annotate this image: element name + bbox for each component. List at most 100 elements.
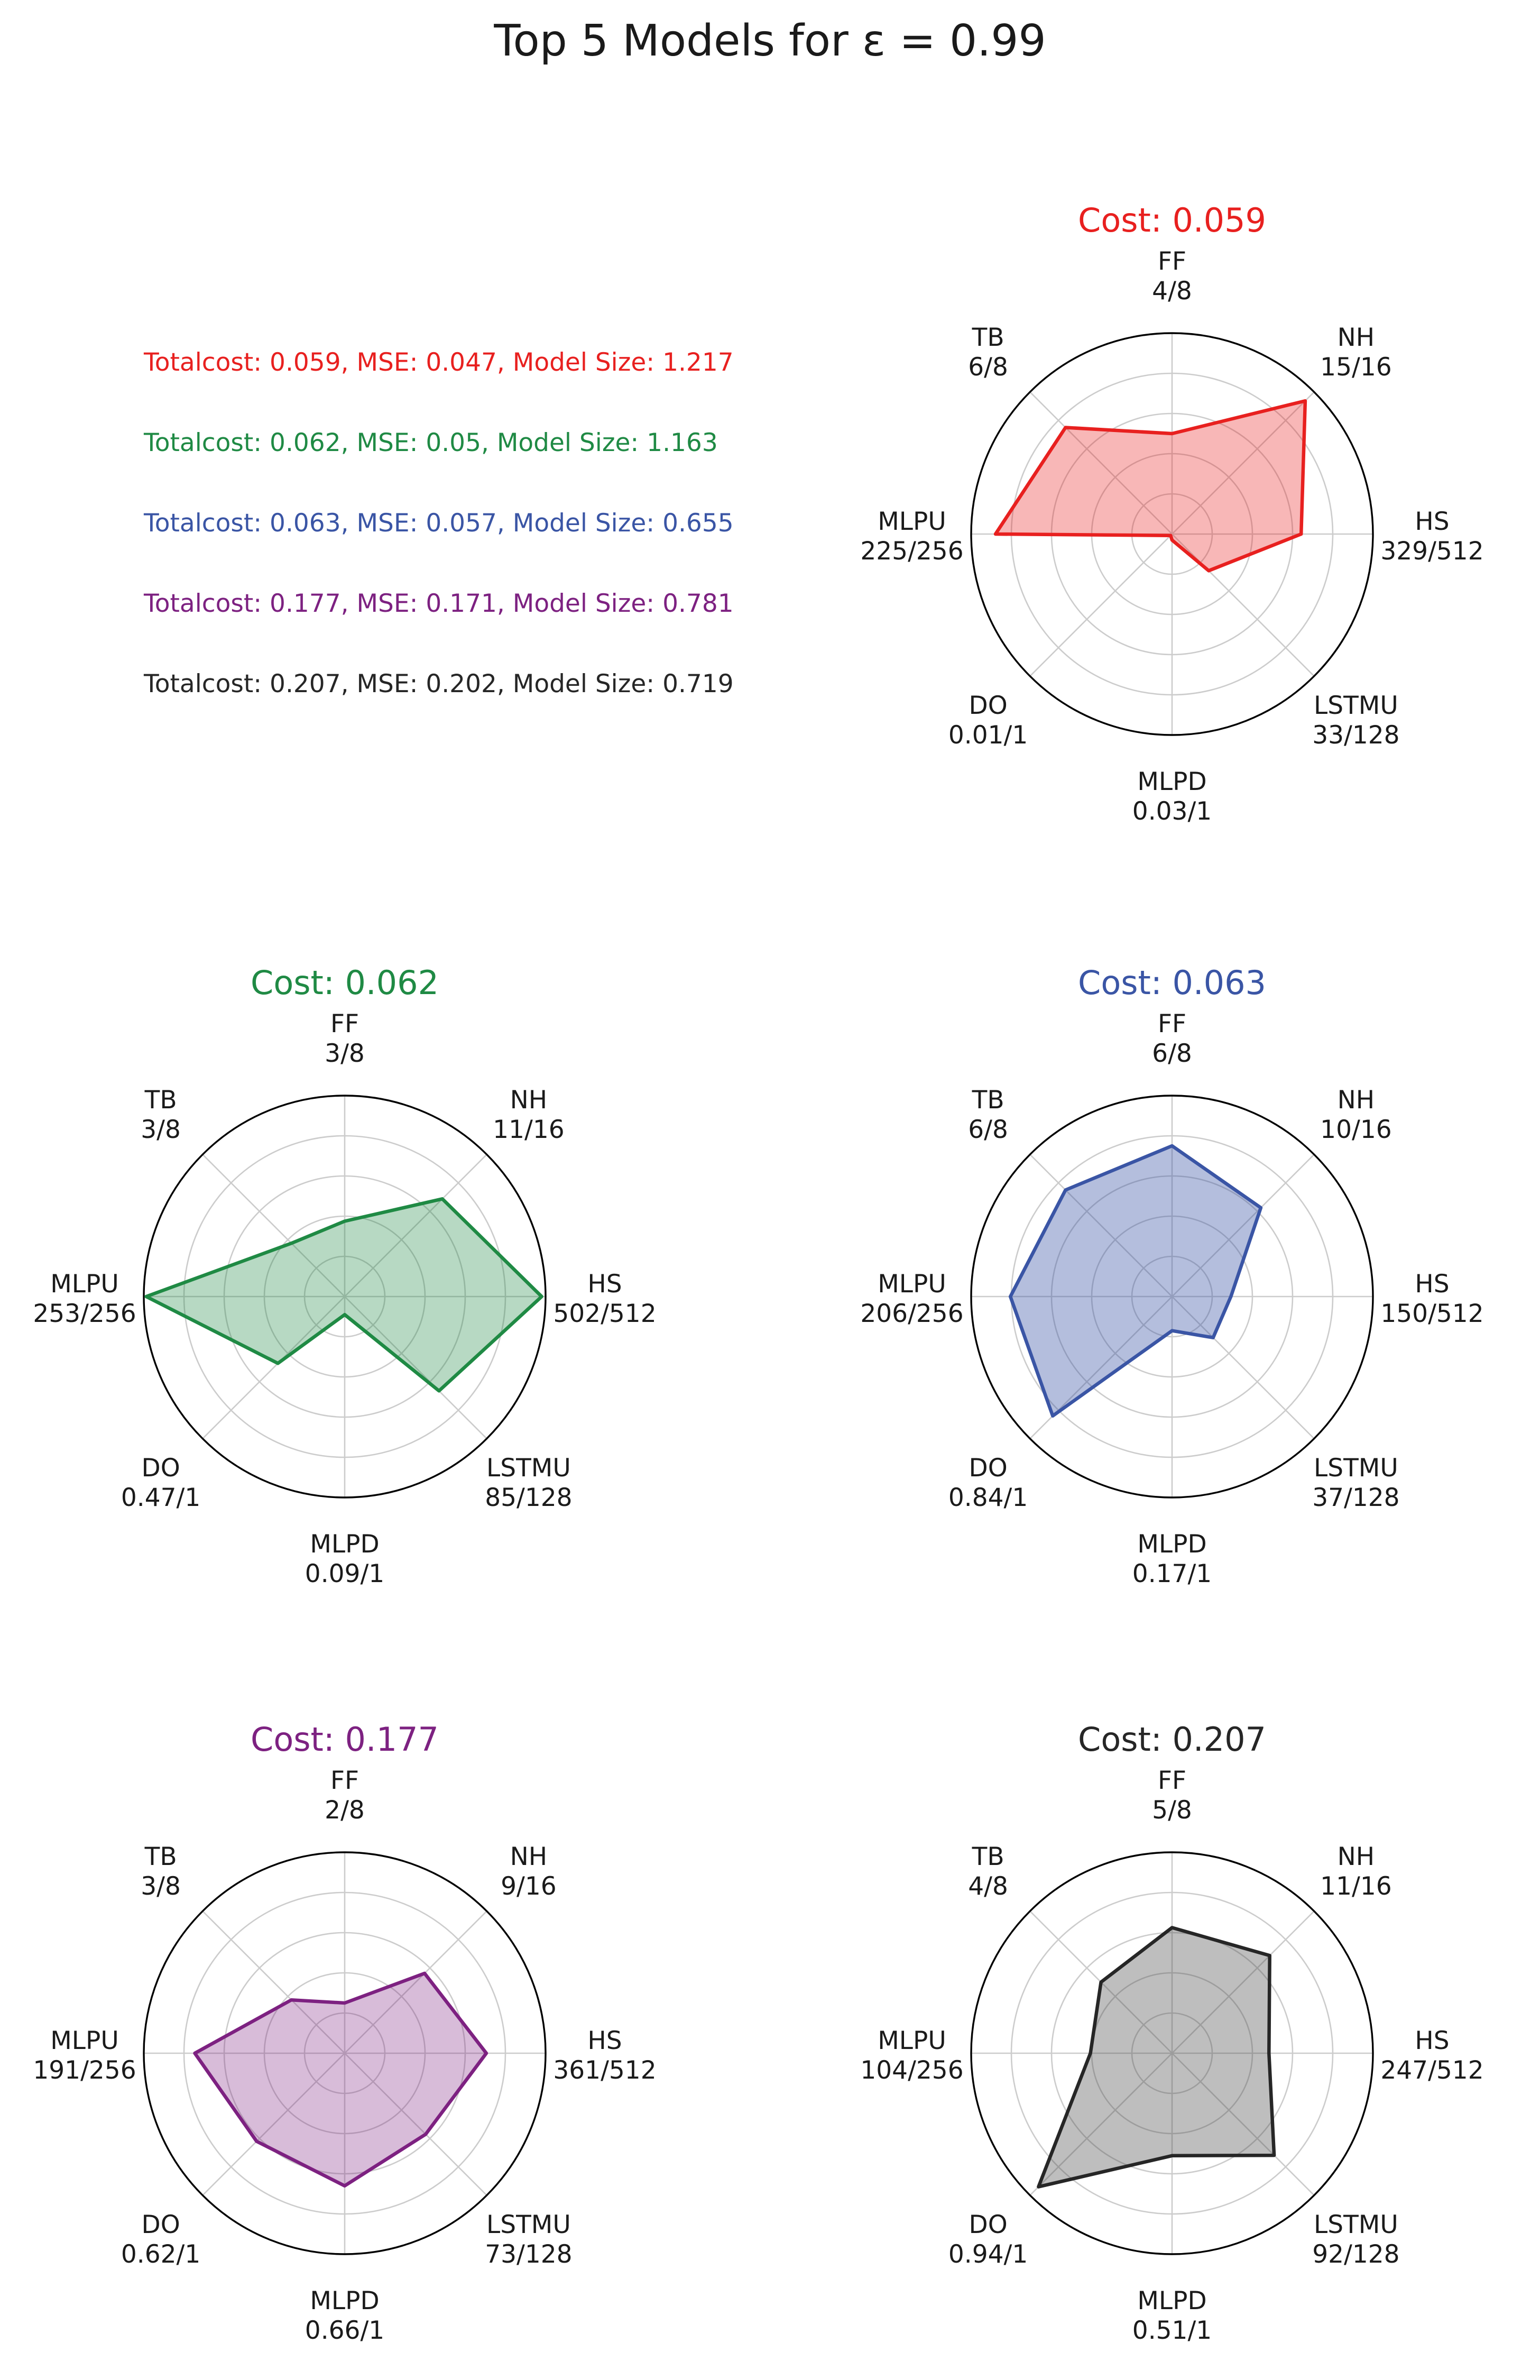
figure-title: Top 5 Models for ε = 0.99 bbox=[494, 16, 1046, 66]
axis-label: LSTMU bbox=[486, 1454, 571, 1483]
axis-label: FF bbox=[1158, 1766, 1186, 1795]
axis-value-label: 0.66/1 bbox=[305, 2316, 384, 2345]
axis-value-label: 0.09/1 bbox=[305, 1559, 384, 1588]
axis-value-label: 0.62/1 bbox=[121, 2240, 200, 2269]
chart-title: Cost: 0.177 bbox=[251, 1720, 439, 1759]
grid-spoke bbox=[1029, 534, 1173, 677]
axis-value-label: 2/8 bbox=[325, 1796, 365, 1825]
axis-value-label: 0.01/1 bbox=[948, 721, 1028, 750]
grid-spoke bbox=[1029, 1154, 1173, 1297]
axis-label: MLPU bbox=[50, 2026, 118, 2055]
radar-polygon bbox=[1008, 1144, 1263, 1418]
axis-value-label: 247/512 bbox=[1380, 2056, 1483, 2085]
legend-item: Totalcost: 0.062, MSE: 0.05, Model Size:… bbox=[144, 428, 718, 457]
axis-label: TB bbox=[972, 1842, 1004, 1871]
axis-value-label: 329/512 bbox=[1380, 537, 1483, 566]
axis-value-label: 3/8 bbox=[141, 1872, 181, 1901]
radar-chart-cost-0062: Cost: 0.062 FF 3/8 NH 11/16 HS 502/512 LSTMU 85/… bbox=[0, 937, 704, 1603]
axis-value-label: 191/256 bbox=[33, 2056, 136, 2085]
outer-ring bbox=[970, 332, 1374, 736]
chart-title: Cost: 0.062 bbox=[251, 963, 439, 1002]
grid-spoke bbox=[202, 1296, 345, 1439]
radar-polygon bbox=[193, 1971, 488, 2188]
axis-value-label: 6/8 bbox=[968, 353, 1008, 382]
axis-label: MLPU bbox=[878, 2026, 946, 2055]
axis-value-label: 73/128 bbox=[485, 2240, 572, 2269]
axis-value-label: 11/16 bbox=[493, 1115, 564, 1144]
legend-item: Totalcost: 0.059, MSE: 0.047, Model Size… bbox=[144, 348, 734, 377]
axis-value-label: 104/256 bbox=[860, 2056, 963, 2085]
axis-label: FF bbox=[330, 1766, 359, 1795]
axis-label: NH bbox=[1338, 323, 1375, 352]
axis-label: HS bbox=[587, 1270, 622, 1299]
radar-plot: Cost: 0.062FF3/8NH11/16HS502/512LSTMU85/… bbox=[33, 963, 656, 1588]
axis-label: MLPD bbox=[1137, 2286, 1206, 2315]
grid-spoke bbox=[1172, 1910, 1315, 2054]
axis-label: HS bbox=[587, 2026, 622, 2055]
outer-ring bbox=[970, 1095, 1374, 1499]
axis-value-label: 0.03/1 bbox=[1132, 797, 1212, 826]
axis-label: MLPU bbox=[878, 507, 946, 536]
axis-value-label: 361/512 bbox=[553, 2056, 656, 2085]
grid-spoke bbox=[1029, 2053, 1173, 2196]
axis-value-label: 3/8 bbox=[141, 1115, 181, 1144]
legend: Totalcost: 0.059, MSE: 0.047, Model Size… bbox=[144, 323, 734, 724]
radar-polygon bbox=[1037, 1926, 1276, 2189]
axis-label: MLPD bbox=[1137, 767, 1206, 796]
axis-value-label: 9/16 bbox=[501, 1872, 557, 1901]
axis-label: HS bbox=[1415, 1270, 1449, 1299]
axis-value-label: 502/512 bbox=[553, 1299, 656, 1328]
axis-label: NH bbox=[1338, 1842, 1375, 1871]
axis-label: FF bbox=[1158, 1009, 1186, 1039]
axis-value-label: 253/256 bbox=[33, 1299, 136, 1328]
axis-label: DO bbox=[142, 2210, 180, 2239]
axis-value-label: 5/8 bbox=[1152, 1796, 1192, 1825]
axis-value-label: 206/256 bbox=[860, 1299, 963, 1328]
grid-spoke bbox=[1172, 2053, 1315, 2196]
grid-spoke bbox=[202, 2053, 345, 2196]
radar-chart-cost-0177: Cost: 0.177 FF 2/8 NH 9/16 HS 361/512 LSTMU 73/1… bbox=[0, 1694, 704, 2360]
axis-label: FF bbox=[1158, 247, 1186, 276]
legend-item: Totalcost: 0.207, MSE: 0.202, Model Size… bbox=[144, 669, 734, 699]
axis-label: DO bbox=[969, 2210, 1008, 2239]
grid-spoke bbox=[1172, 391, 1315, 535]
axis-label: LSTMU bbox=[1314, 2210, 1398, 2239]
axis-value-label: 10/16 bbox=[1320, 1115, 1391, 1144]
axis-value-label: 3/8 bbox=[325, 1039, 365, 1068]
axis-value-label: 6/8 bbox=[968, 1115, 1008, 1144]
axis-value-label: 0.84/1 bbox=[948, 1483, 1028, 1512]
chart-title: Cost: 0.207 bbox=[1078, 1720, 1266, 1759]
axis-label: NH bbox=[510, 1842, 548, 1871]
axis-value-label: 37/128 bbox=[1312, 1483, 1399, 1512]
axis-label: MLPD bbox=[310, 1530, 379, 1559]
axis-label: TB bbox=[972, 323, 1004, 352]
axis-label: HS bbox=[1415, 2026, 1449, 2055]
grid-spoke bbox=[1172, 1296, 1315, 1439]
axis-value-label: 85/128 bbox=[485, 1483, 572, 1512]
axis-label: DO bbox=[142, 1454, 180, 1483]
axis-label: NH bbox=[1338, 1086, 1375, 1115]
grid-spoke bbox=[202, 1910, 345, 2054]
grid-spoke bbox=[1029, 391, 1173, 535]
grid-spoke bbox=[1172, 1154, 1315, 1297]
axis-value-label: 4/8 bbox=[1152, 277, 1192, 306]
axis-value-label: 4/8 bbox=[968, 1872, 1008, 1901]
grid-spoke bbox=[344, 1296, 487, 1439]
axis-label: FF bbox=[330, 1009, 359, 1039]
axis-label: MLPD bbox=[310, 2286, 379, 2315]
axis-label: NH bbox=[510, 1086, 548, 1115]
chart-title: Cost: 0.059 bbox=[1078, 201, 1266, 240]
axis-value-label: 150/512 bbox=[1380, 1299, 1483, 1328]
axis-value-label: 33/128 bbox=[1312, 721, 1399, 750]
axis-label: MLPU bbox=[50, 1270, 118, 1299]
axis-label: HS bbox=[1415, 507, 1449, 536]
radar-chart-cost-0059: Cost: 0.059 FF 4/8 NH 15/16 HS 329/512 LSTMU 33/… bbox=[813, 174, 1532, 841]
axis-value-label: 0.47/1 bbox=[121, 1483, 200, 1512]
chart-title: Cost: 0.063 bbox=[1078, 963, 1266, 1002]
outer-ring bbox=[970, 1851, 1374, 2255]
axis-label: TB bbox=[972, 1086, 1004, 1115]
axis-label: LSTMU bbox=[1314, 1454, 1398, 1483]
